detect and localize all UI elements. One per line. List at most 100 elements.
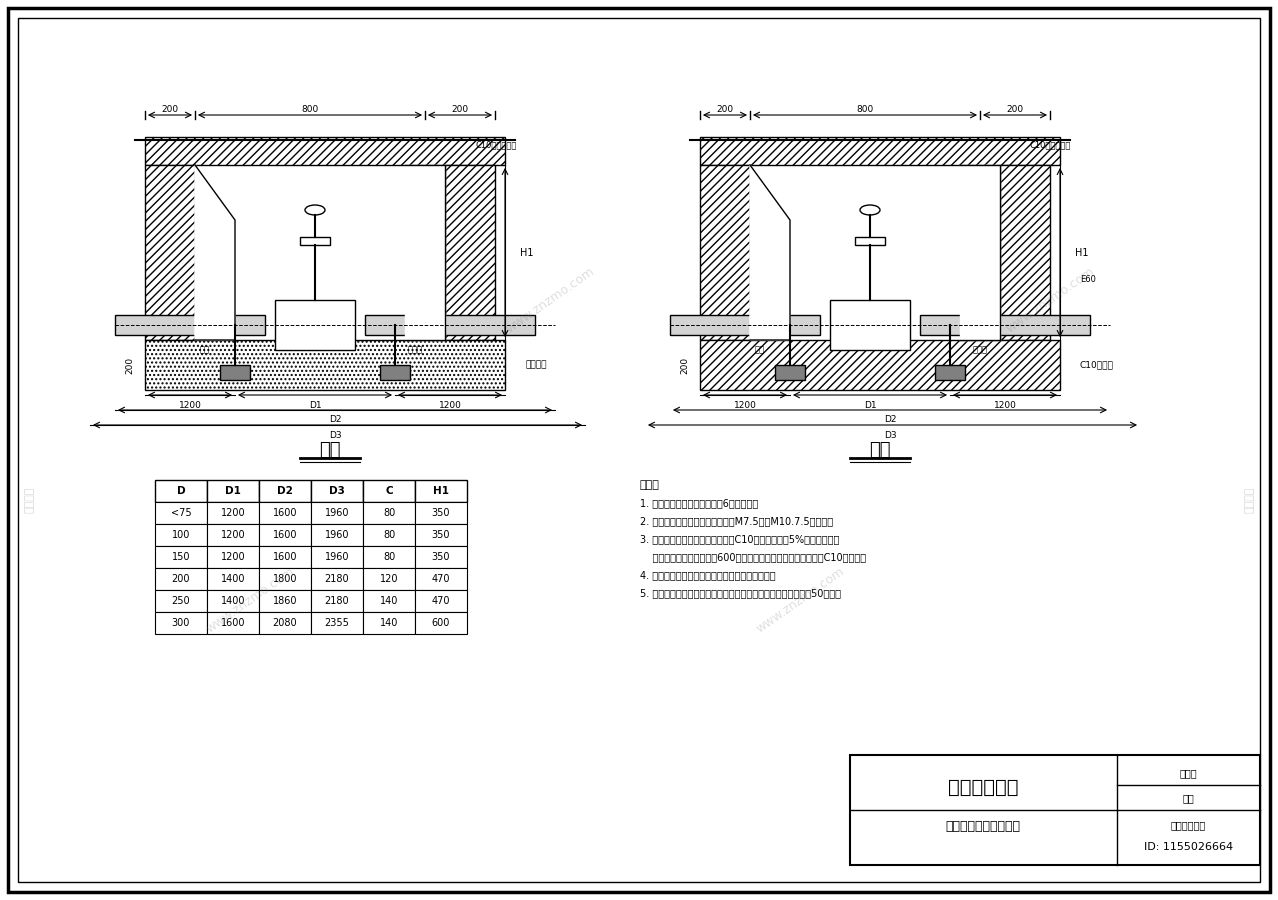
Text: 120: 120 — [380, 574, 399, 584]
Text: C10混凝土井口: C10混凝土井口 — [1030, 140, 1071, 149]
Text: 1200: 1200 — [438, 400, 461, 410]
Text: 绘制: 绘制 — [1182, 793, 1194, 803]
Bar — [115, 315, 265, 335]
Text: 150: 150 — [171, 552, 190, 562]
Text: 800: 800 — [856, 104, 874, 113]
Bar — [670, 315, 820, 335]
Text: 乙型: 乙型 — [869, 441, 891, 459]
Bar — [207, 480, 259, 502]
Bar — [700, 137, 1059, 165]
Text: 1200: 1200 — [221, 530, 245, 540]
Text: C10混凝土: C10混凝土 — [1080, 361, 1114, 370]
Text: 5. 在钢装地面上时，井口与地面平，在土管道上时，应离出地面50毫米。: 5. 在钢装地面上时，井口与地面平，在土管道上时，应离出地面50毫米。 — [640, 588, 841, 598]
Text: 200: 200 — [451, 104, 469, 113]
Text: www.znzmo.com: www.znzmo.com — [203, 564, 296, 635]
Bar — [920, 315, 1090, 335]
Text: 1600: 1600 — [272, 508, 298, 518]
Bar — [774, 365, 805, 380]
Polygon shape — [405, 165, 445, 340]
Text: D3: D3 — [328, 486, 345, 496]
Text: 100: 100 — [171, 530, 190, 540]
Text: D3: D3 — [328, 430, 341, 439]
Ellipse shape — [860, 205, 881, 215]
Text: 1960: 1960 — [325, 530, 349, 540]
Text: 200: 200 — [125, 356, 134, 374]
Text: 2180: 2180 — [325, 574, 349, 584]
Text: 支架: 支架 — [755, 346, 766, 355]
Bar — [155, 502, 207, 524]
Bar — [380, 365, 410, 380]
Bar — [415, 612, 466, 634]
Text: 橡胶座: 橡胶座 — [973, 346, 988, 355]
Bar — [415, 524, 466, 546]
Text: 甲型: 甲型 — [320, 441, 341, 459]
Text: 200: 200 — [1007, 104, 1024, 113]
Bar — [363, 502, 415, 524]
Text: （用于室外给水管网）: （用于室外给水管网） — [946, 821, 1021, 833]
Bar — [207, 568, 259, 590]
Text: H1: H1 — [433, 486, 449, 496]
Bar — [363, 568, 415, 590]
Text: D1: D1 — [225, 486, 242, 496]
Text: www.znzmo.com: www.znzmo.com — [504, 265, 597, 336]
Bar — [415, 590, 466, 612]
Bar — [144, 137, 505, 165]
Text: 1200: 1200 — [179, 400, 202, 410]
Text: H1: H1 — [1075, 248, 1089, 258]
Bar — [311, 546, 363, 568]
Text: 1200: 1200 — [734, 400, 757, 410]
Text: D2: D2 — [277, 486, 293, 496]
Text: 2080: 2080 — [272, 618, 298, 628]
Text: 1600: 1600 — [272, 552, 298, 562]
Text: 80: 80 — [383, 552, 395, 562]
Text: 基夯锤合浇筑出地下水位600毫米，阿氏水响砖，通地下水时亦C10混凝土。: 基夯锤合浇筑出地下水位600毫米，阿氏水响砖，通地下水时亦C10混凝土。 — [640, 552, 866, 562]
Text: H1: H1 — [520, 248, 533, 258]
Text: 4. 管厚垫土大于夯密中回，如地墙少，依以薄开。: 4. 管厚垫土大于夯密中回，如地墙少，依以薄开。 — [640, 570, 776, 580]
Bar — [259, 480, 311, 502]
Bar — [155, 590, 207, 612]
Text: 1200: 1200 — [221, 552, 245, 562]
Text: 1600: 1600 — [272, 530, 298, 540]
Text: D3: D3 — [883, 430, 896, 439]
Text: 80: 80 — [383, 530, 395, 540]
Bar — [259, 524, 311, 546]
Text: C: C — [385, 486, 392, 496]
Text: www.znzmo.com: www.znzmo.com — [753, 564, 846, 635]
Text: 350: 350 — [432, 508, 450, 518]
Bar — [415, 568, 466, 590]
Text: 设置图: 设置图 — [1180, 768, 1197, 778]
Bar — [363, 590, 415, 612]
Bar — [935, 365, 965, 380]
Text: 1200: 1200 — [993, 400, 1016, 410]
Text: 1960: 1960 — [325, 508, 349, 518]
Text: 350: 350 — [432, 552, 450, 562]
Text: 80: 80 — [383, 508, 395, 518]
Bar — [207, 546, 259, 568]
Bar — [155, 612, 207, 634]
Text: 3. 乙型为有地下水时使用，井筒用C10水泥砂浆参掺5%防水素铸石，: 3. 乙型为有地下水时使用，井筒用C10水泥砂浆参掺5%防水素铸石， — [640, 534, 840, 544]
Bar — [275, 300, 355, 350]
Text: 1. 本图适用于井槽深度不大于6米的情况。: 1. 本图适用于井槽深度不大于6米的情况。 — [640, 498, 758, 508]
Polygon shape — [960, 165, 999, 340]
Text: 素土夯实: 素土夯实 — [525, 361, 547, 370]
Bar — [363, 612, 415, 634]
Bar — [220, 365, 250, 380]
Text: 阿东下载: 阿东下载 — [26, 487, 35, 513]
Text: 支架: 支架 — [199, 346, 210, 355]
Text: D2: D2 — [884, 416, 896, 425]
Bar — [155, 568, 207, 590]
Bar — [259, 502, 311, 524]
Text: 350: 350 — [432, 530, 450, 540]
Bar — [259, 590, 311, 612]
Bar — [144, 165, 196, 340]
Text: 1860: 1860 — [272, 596, 298, 606]
Text: 1200: 1200 — [221, 508, 245, 518]
Text: D1: D1 — [864, 400, 877, 410]
Bar — [850, 755, 1260, 865]
Bar — [366, 315, 535, 335]
Bar — [155, 546, 207, 568]
Bar — [363, 524, 415, 546]
Text: 140: 140 — [380, 596, 399, 606]
Bar — [415, 480, 466, 502]
Bar — [207, 590, 259, 612]
